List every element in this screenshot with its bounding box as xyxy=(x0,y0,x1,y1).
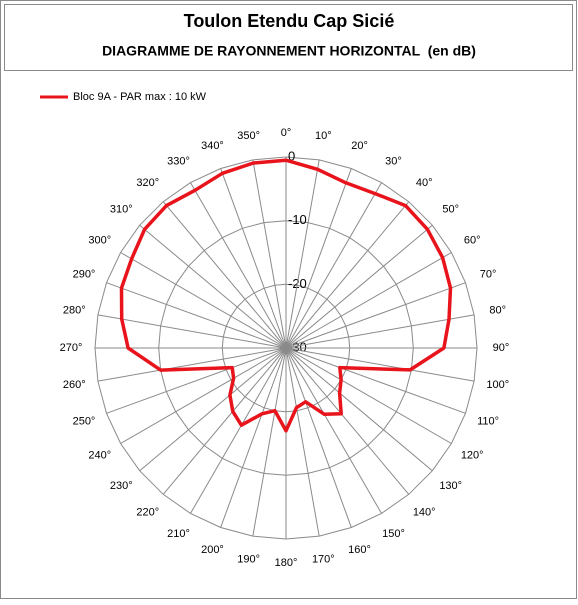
spoke xyxy=(120,252,287,349)
spoke xyxy=(252,159,287,349)
spoke xyxy=(285,314,475,349)
angle-label: 20° xyxy=(351,140,368,152)
spoke xyxy=(285,347,352,528)
spoke xyxy=(190,182,287,349)
spoke xyxy=(97,314,287,349)
angle-label: 270° xyxy=(60,342,83,354)
angle-label: 210° xyxy=(167,528,190,540)
spoke xyxy=(139,347,287,472)
spoke xyxy=(162,201,287,349)
spoke xyxy=(106,282,287,349)
angle-label: 350° xyxy=(237,130,260,142)
angle-label: 50° xyxy=(442,204,459,216)
spoke xyxy=(285,168,352,349)
angle-label: 250° xyxy=(73,415,96,427)
angle-label: 120° xyxy=(461,449,484,461)
angle-label: 300° xyxy=(88,234,111,246)
legend-label: Bloc 9A - PAR max : 10 kW xyxy=(73,91,207,103)
spoke xyxy=(285,224,433,349)
r-tick-label: -10 xyxy=(288,212,307,227)
spoke xyxy=(285,282,466,349)
angle-label: 0° xyxy=(281,127,292,139)
angle-label: 170° xyxy=(312,554,335,566)
spoke xyxy=(285,347,452,444)
spoke xyxy=(106,347,287,414)
spoke xyxy=(285,347,475,382)
angle-label: 260° xyxy=(63,379,86,391)
angle-label: 40° xyxy=(416,177,433,189)
series-line xyxy=(119,158,453,433)
angle-label: 330° xyxy=(167,156,190,168)
spoke xyxy=(220,347,287,528)
angle-label: 10° xyxy=(315,130,332,142)
plot xyxy=(119,158,453,433)
spoke xyxy=(220,168,287,349)
chart-title: Toulon Etendu Cap Sicié xyxy=(184,11,395,31)
angle-label: 140° xyxy=(413,507,436,519)
spoke xyxy=(285,182,382,349)
spoke xyxy=(190,347,287,514)
title-box xyxy=(4,4,573,71)
spoke xyxy=(120,347,287,444)
legend: Bloc 9A - PAR max : 10 kW xyxy=(40,91,207,103)
angle-label: 320° xyxy=(136,177,159,189)
angle-label: 70° xyxy=(480,268,497,280)
angle-label: 80° xyxy=(489,305,506,317)
polar-grid: 0-10-20-300° 10°20°30°40°50°60°70°80°90°1… xyxy=(60,127,510,569)
spoke xyxy=(139,224,287,349)
angle-label: 160° xyxy=(348,544,371,556)
angle-label: 190° xyxy=(237,554,260,566)
angle-label: 220° xyxy=(136,507,159,519)
angle-label: 180° xyxy=(275,557,298,569)
r-tick-label: 0 xyxy=(288,148,295,163)
angle-label: 310° xyxy=(110,204,133,216)
angle-label: 130° xyxy=(439,480,462,492)
chart-subtitle: DIAGRAMME DE RAYONNEMENT HORIZONTAL (en … xyxy=(102,43,476,59)
spoke xyxy=(285,347,320,537)
spoke xyxy=(285,347,466,414)
angle-label: 280° xyxy=(63,305,86,317)
spoke xyxy=(285,347,433,472)
angle-label: 60° xyxy=(464,234,481,246)
angle-label: 240° xyxy=(88,449,111,461)
spoke xyxy=(285,201,410,349)
angle-label: 230° xyxy=(110,480,133,492)
spoke xyxy=(252,347,287,537)
spoke xyxy=(285,347,382,514)
angle-label: 110° xyxy=(477,415,499,427)
angle-label: 150° xyxy=(382,528,405,540)
spoke xyxy=(97,347,287,382)
spoke xyxy=(285,252,452,349)
angle-label: 90° xyxy=(493,342,510,354)
angle-label: 340° xyxy=(201,140,224,152)
angle-label: 200° xyxy=(201,544,224,556)
angle-label: 100° xyxy=(486,379,509,391)
angle-label: 30° xyxy=(385,156,402,168)
angle-label: 290° xyxy=(73,268,96,280)
spoke xyxy=(285,159,320,349)
spoke xyxy=(285,347,410,495)
spoke xyxy=(162,347,287,495)
